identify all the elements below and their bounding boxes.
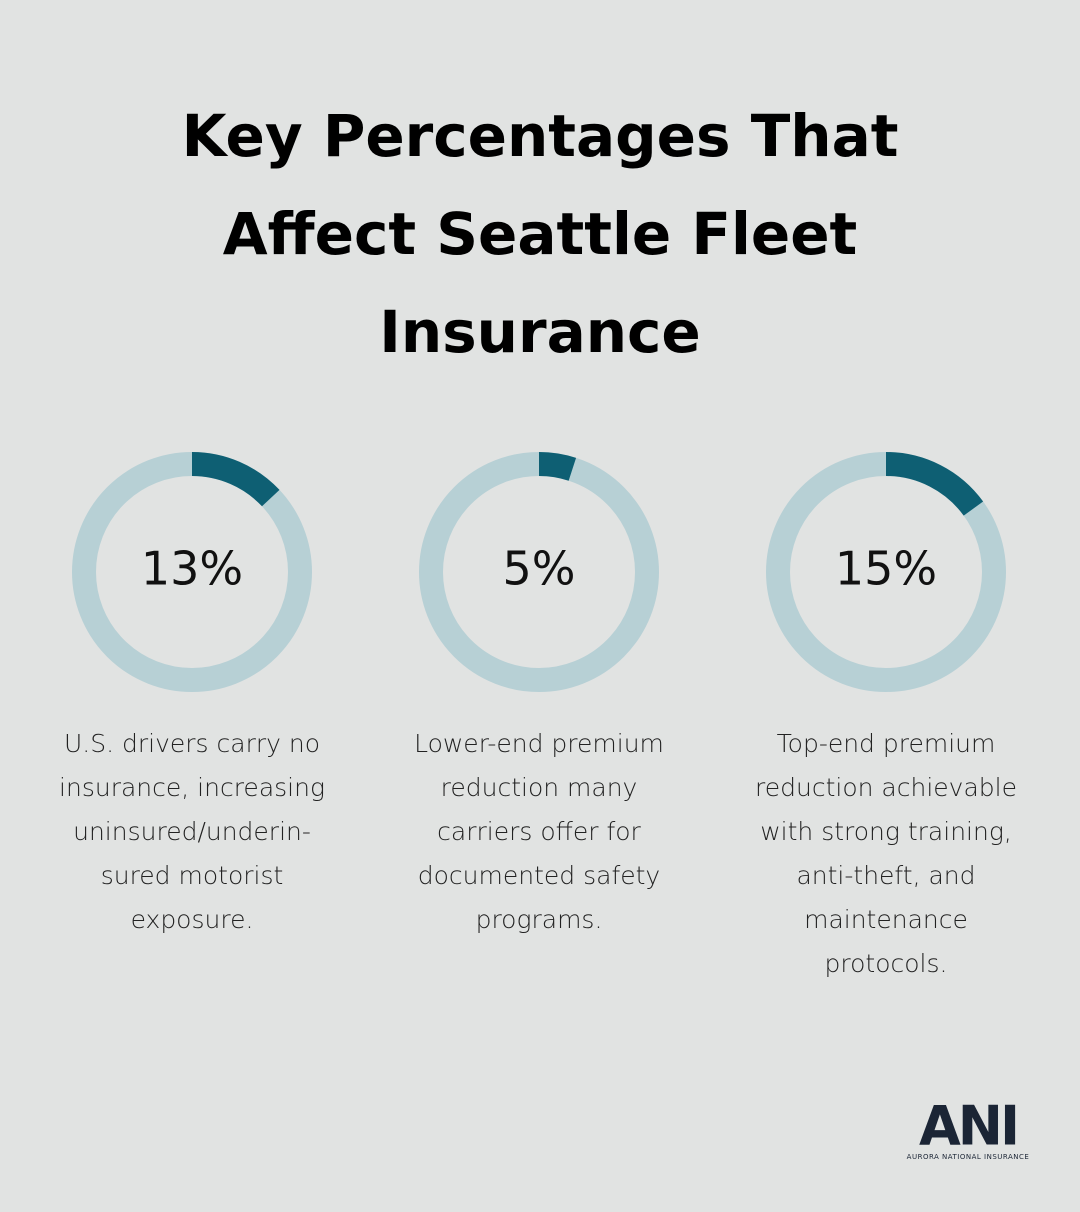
- donut-arc: [766, 452, 1006, 692]
- description-line: carriers offer for: [437, 817, 641, 846]
- description-line: Lower-end premium: [414, 729, 664, 758]
- donut-value-label: 15%: [835, 542, 937, 596]
- description-line: reduction many: [441, 773, 638, 802]
- donut-arc: [72, 452, 312, 692]
- description-line: reduction achievable: [755, 773, 1017, 802]
- description-line: U.S. drivers carry no: [64, 729, 320, 758]
- logo-name: AURORA NATIONAL INSURANCE: [907, 1153, 1030, 1161]
- description-line: protocols.: [825, 949, 948, 978]
- donut-value-label: 5%: [503, 542, 576, 596]
- donut-arc: [419, 452, 659, 692]
- description-line: with strong training,: [760, 817, 1012, 846]
- description-line: uninsured/underin-: [73, 817, 311, 846]
- description-line: exposure.: [131, 905, 254, 934]
- logo-mark: ANI: [919, 1095, 1017, 1158]
- donut-value-label: 13%: [141, 542, 243, 596]
- description-line: insurance, increasing: [59, 773, 325, 802]
- description-line: Top-end premium: [777, 729, 996, 758]
- description-line: sured motorist: [101, 861, 284, 890]
- title-line: Key Percentages That: [182, 102, 899, 170]
- description-line: programs.: [476, 905, 603, 934]
- title-line: Affect Seattle Fleet: [223, 200, 858, 268]
- description-line: maintenance: [804, 905, 968, 934]
- title-line: Insurance: [379, 298, 700, 366]
- description-line: anti-theft, and: [796, 861, 975, 890]
- description-line: documented safety: [418, 861, 660, 890]
